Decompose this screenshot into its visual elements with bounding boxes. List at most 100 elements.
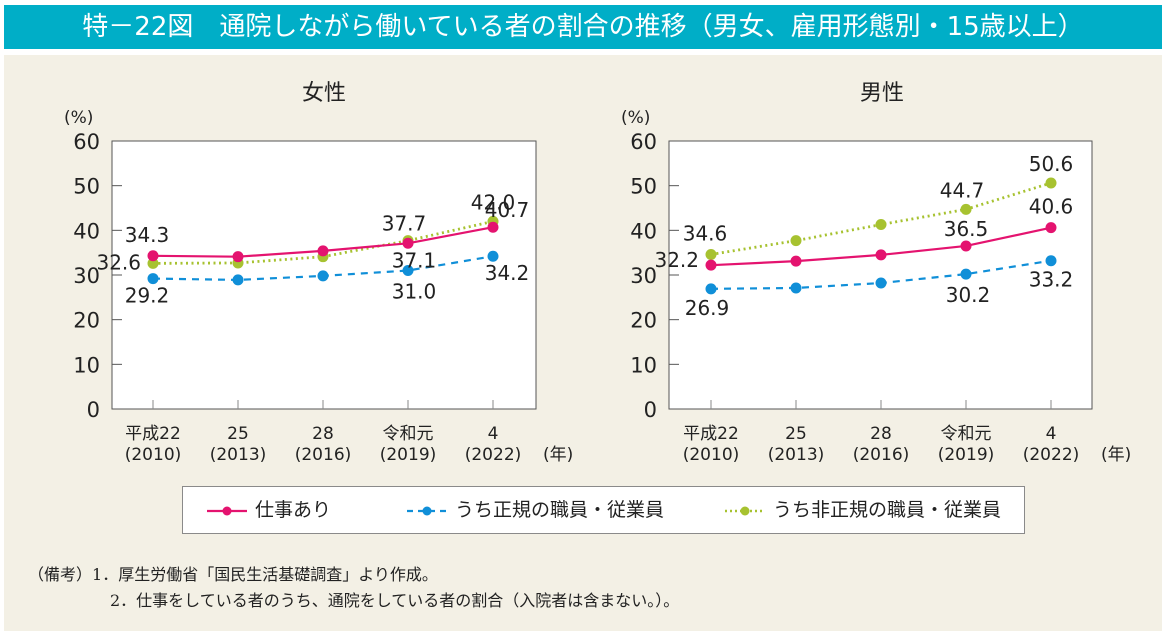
data-label-regular: 34.2 <box>485 261 530 285</box>
data-label-nonregular: 32.6 <box>96 250 141 274</box>
y-tick-label: 60 <box>630 130 657 154</box>
x-tick-label: 4 <box>1046 424 1057 444</box>
data-label-regular: 26.9 <box>685 296 730 320</box>
data-label-regular: 31.0 <box>392 280 437 304</box>
legend-swatch-nonregular-icon <box>725 506 765 515</box>
x-tick-label-year: (2019) <box>938 445 995 465</box>
data-label-work: 32.2 <box>654 248 699 272</box>
x-tick-label-year: (2016) <box>853 445 910 465</box>
x-tick-label: 28 <box>312 424 334 444</box>
y-axis-unit: (%) <box>64 108 93 128</box>
x-tick-label: 平成22 <box>683 424 739 444</box>
data-label-nonregular: 37.7 <box>382 212 427 236</box>
data-label-nonregular: 34.6 <box>683 221 728 245</box>
data-label-nonregular: 50.6 <box>1029 152 1074 176</box>
plot-area <box>111 140 537 410</box>
legend-swatch-regular-icon <box>407 506 447 515</box>
chart-title: 男性 <box>860 81 904 106</box>
data-label-nonregular: 42.0 <box>471 190 516 214</box>
y-tick-label: 30 <box>630 264 657 288</box>
note-2: 2．仕事をしている者のうち、通院をしている者の割合（入院者は含まない。）。 <box>110 591 680 610</box>
data-point-work <box>232 251 244 263</box>
data-point-nonregular <box>705 248 717 260</box>
x-tick-label-year: (2010) <box>683 445 740 465</box>
data-point-regular <box>317 270 329 282</box>
y-tick-label: 40 <box>630 219 657 243</box>
y-axis-unit: (%) <box>621 108 650 128</box>
chart-female: 女性(%)0102030405060平成22(2010)25(2013)28(2… <box>64 81 573 465</box>
legend-item-work: 仕事あり <box>205 487 331 533</box>
data-label-work: 36.5 <box>944 217 989 241</box>
y-tick-label: 30 <box>73 264 100 288</box>
data-point-regular <box>402 265 414 277</box>
x-axis-unit: (年) <box>543 445 573 465</box>
data-point-work <box>147 250 159 262</box>
data-label-nonregular: 44.7 <box>940 178 985 202</box>
data-point-regular <box>960 268 972 280</box>
data-point-regular <box>1045 255 1057 267</box>
data-point-nonregular <box>875 219 887 231</box>
y-tick-label: 20 <box>630 309 657 333</box>
x-tick-label-year: (2013) <box>210 445 267 465</box>
data-label-work: 37.1 <box>392 248 437 272</box>
x-axis-unit: (年) <box>1101 445 1131 465</box>
y-tick-label: 0 <box>644 398 657 422</box>
data-point-regular <box>232 274 244 286</box>
data-label-regular: 29.2 <box>125 284 170 308</box>
data-point-work <box>1045 222 1057 234</box>
chart-title: 女性 <box>302 81 346 106</box>
legend-swatch-work-icon <box>207 506 247 515</box>
notes: （備考）1．厚生労働省「国民生活基礎調査」より作成。 2．仕事をしている者のうち… <box>28 562 679 614</box>
data-label-regular: 33.2 <box>1029 268 1074 292</box>
x-tick-label: 25 <box>227 424 249 444</box>
x-tick-label: 平成22 <box>125 424 181 444</box>
legend-label-work: 仕事あり <box>255 499 332 521</box>
legend: 仕事あり うち正規の職員・従業員 うち非正規の職員・従業員 <box>182 486 1025 534</box>
data-point-work <box>487 221 499 233</box>
plot-area <box>668 140 1093 410</box>
note-1: 1．厚生労働省「国民生活基礎調査」より作成。 <box>92 565 438 584</box>
y-tick-label: 10 <box>73 353 100 377</box>
legend-item-regular: うち正規の職員・従業員 <box>405 487 664 533</box>
legend-item-nonregular: うち非正規の職員・従業員 <box>723 487 1001 533</box>
figure-title: 特－22図 通院しながら働いている者の割合の推移（男女、雇用形態別・15歳以上） <box>4 5 1162 49</box>
data-point-regular <box>705 283 717 295</box>
x-tick-label: 4 <box>488 424 499 444</box>
data-point-nonregular <box>790 235 802 247</box>
data-point-work <box>790 255 802 267</box>
x-tick-label-year: (2022) <box>465 445 522 465</box>
data-point-work <box>402 237 414 249</box>
data-point-work <box>960 240 972 252</box>
data-point-work <box>705 259 717 271</box>
data-label-work: 40.7 <box>485 198 530 222</box>
x-tick-label: 28 <box>870 424 892 444</box>
legend-label-nonregular: うち非正規の職員・従業員 <box>773 499 1002 521</box>
notes-prefix: （備考） <box>28 565 93 584</box>
data-point-regular <box>147 273 159 285</box>
series-line-nonregular <box>152 220 494 265</box>
x-tick-label: 25 <box>785 424 807 444</box>
data-point-work <box>317 245 329 257</box>
legend-label-regular: うち正規の職員・従業員 <box>455 499 665 521</box>
data-point-work <box>875 249 887 261</box>
data-label-work: 34.3 <box>125 223 170 247</box>
x-tick-label-year: (2013) <box>768 445 825 465</box>
chart-male: 男性(%)0102030405060平成22(2010)25(2013)28(2… <box>621 81 1131 465</box>
x-tick-label: 令和元 <box>383 424 434 444</box>
data-point-nonregular <box>960 203 972 215</box>
x-tick-label-year: (2010) <box>125 445 182 465</box>
y-tick-label: 40 <box>73 219 100 243</box>
data-point-nonregular <box>1045 177 1057 189</box>
y-tick-label: 60 <box>73 130 100 154</box>
data-point-regular <box>487 250 499 262</box>
data-point-nonregular <box>147 257 159 269</box>
x-tick-label-year: (2019) <box>380 445 437 465</box>
y-tick-label: 10 <box>630 353 657 377</box>
x-tick-label-year: (2016) <box>295 445 352 465</box>
data-point-regular <box>790 282 802 294</box>
y-tick-label: 20 <box>73 309 100 333</box>
y-tick-label: 0 <box>87 398 100 422</box>
data-point-regular <box>875 277 887 289</box>
x-tick-label-year: (2022) <box>1023 445 1080 465</box>
